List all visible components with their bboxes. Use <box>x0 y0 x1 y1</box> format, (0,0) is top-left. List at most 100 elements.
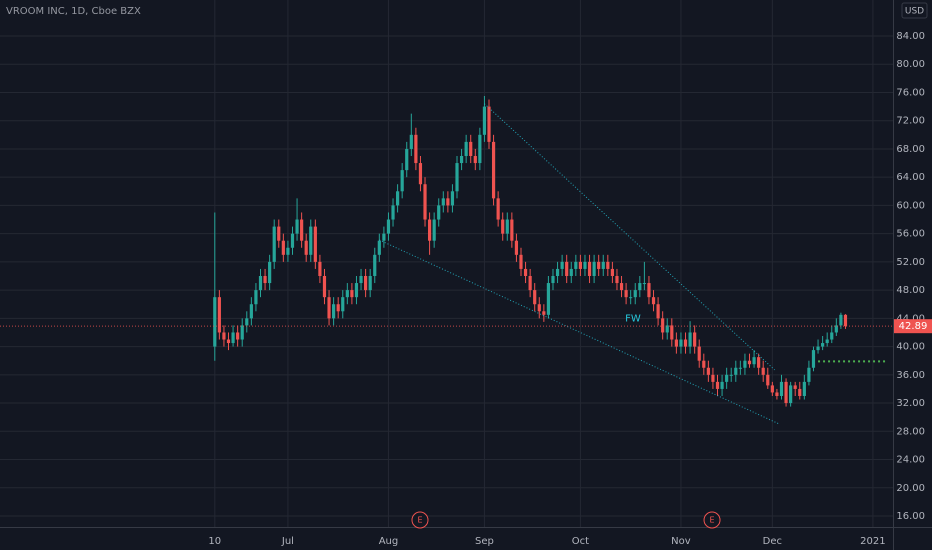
candle-body <box>450 191 455 206</box>
y-tick-label: 76.00 <box>896 87 925 98</box>
candle-body <box>322 275 327 298</box>
candle-body <box>231 332 235 344</box>
candle-body <box>249 304 253 319</box>
candle-body <box>798 388 802 396</box>
candle-body <box>775 392 779 396</box>
candle-body <box>377 240 381 255</box>
candle-body <box>469 141 473 156</box>
y-tick-label: 60.00 <box>896 200 925 211</box>
x-tick-label: 10 <box>208 536 221 547</box>
candle-body <box>752 357 756 365</box>
candle-body <box>693 332 697 347</box>
candle-body <box>437 205 441 220</box>
candle-body <box>830 332 834 340</box>
candle-body <box>569 268 573 276</box>
x-tick-label: Oct <box>572 536 589 547</box>
candle-body <box>546 283 551 315</box>
candle-body <box>272 226 276 262</box>
candle-body <box>629 297 633 299</box>
annotation: FW <box>625 313 641 324</box>
candle-body <box>642 283 646 285</box>
candle-body <box>651 297 656 305</box>
earnings-marker <box>703 511 721 529</box>
candle-body <box>537 304 541 312</box>
candle-body <box>414 134 418 164</box>
candle-body <box>309 226 313 255</box>
y-tick-label: 36.00 <box>896 370 925 381</box>
candle-body <box>606 261 610 269</box>
candle-body <box>825 339 829 344</box>
candle-body <box>505 219 509 234</box>
candle-body <box>423 184 427 220</box>
candle-body <box>318 261 322 276</box>
candle-body <box>368 275 372 291</box>
candle-body <box>332 304 336 319</box>
y-tick-label: 32.00 <box>896 398 925 409</box>
currency-box <box>901 2 928 19</box>
candle-body <box>286 247 290 255</box>
candle-body <box>464 141 468 156</box>
candle-body <box>354 283 359 298</box>
candle-body <box>405 148 409 171</box>
candle-body <box>784 381 788 404</box>
x-tick-label: Sep <box>475 536 494 547</box>
last-price-label: 42.89 <box>899 321 928 332</box>
candle-body <box>565 261 569 276</box>
y-tick-label: 24.00 <box>896 455 925 466</box>
candle-body <box>258 275 263 291</box>
x-tick-label: 2021 <box>860 536 885 547</box>
candle-body <box>679 339 683 347</box>
candle-body <box>747 360 752 365</box>
candle-body <box>373 254 377 276</box>
x-tick-label: Dec <box>763 536 782 547</box>
candle-body <box>533 290 537 305</box>
y-tick-label: 64.00 <box>896 172 925 183</box>
candle-body <box>615 275 619 284</box>
candle-body <box>674 339 678 347</box>
candle-body <box>766 374 770 386</box>
candle-body <box>743 360 747 368</box>
earnings-marker <box>411 511 429 529</box>
candle-body <box>821 343 825 347</box>
candle-body <box>345 290 349 298</box>
candle-body <box>670 325 674 340</box>
candle-body <box>647 283 651 298</box>
candle-body <box>386 219 391 234</box>
y-tick-label: 40.00 <box>896 342 925 353</box>
candle-body <box>725 374 729 382</box>
candle-body <box>455 163 459 192</box>
candle-body <box>729 374 733 376</box>
candle-body <box>587 261 592 276</box>
candle-body <box>665 325 669 333</box>
candle-body <box>473 155 477 164</box>
candle-body <box>523 268 528 276</box>
candle-body <box>359 275 363 284</box>
candle-body <box>382 233 386 241</box>
candle-body <box>638 283 642 291</box>
candle-body <box>501 219 505 234</box>
candle-body <box>706 367 710 375</box>
candle-body <box>519 254 523 269</box>
candle-body <box>601 261 605 269</box>
candle-body <box>793 385 797 389</box>
currency[interactable]: USD <box>905 7 924 17</box>
candle-body <box>300 219 304 241</box>
candle-body <box>213 297 217 347</box>
candle-body <box>528 275 532 291</box>
candle-body <box>697 346 701 361</box>
y-tick-label: 28.00 <box>896 426 925 437</box>
x-tick-label: Aug <box>379 536 399 547</box>
candle-body <box>779 381 784 396</box>
y-tick-label: 44.00 <box>896 313 925 324</box>
candle-body <box>683 339 688 347</box>
candle-body <box>441 198 445 206</box>
candle-body <box>551 275 555 284</box>
candle-body <box>761 367 765 375</box>
candle-body <box>597 261 601 269</box>
earnings-label: E <box>709 516 714 525</box>
candle-body <box>592 261 596 276</box>
candle-body <box>738 367 742 369</box>
candle-body <box>427 219 432 241</box>
candle-body <box>222 332 226 340</box>
